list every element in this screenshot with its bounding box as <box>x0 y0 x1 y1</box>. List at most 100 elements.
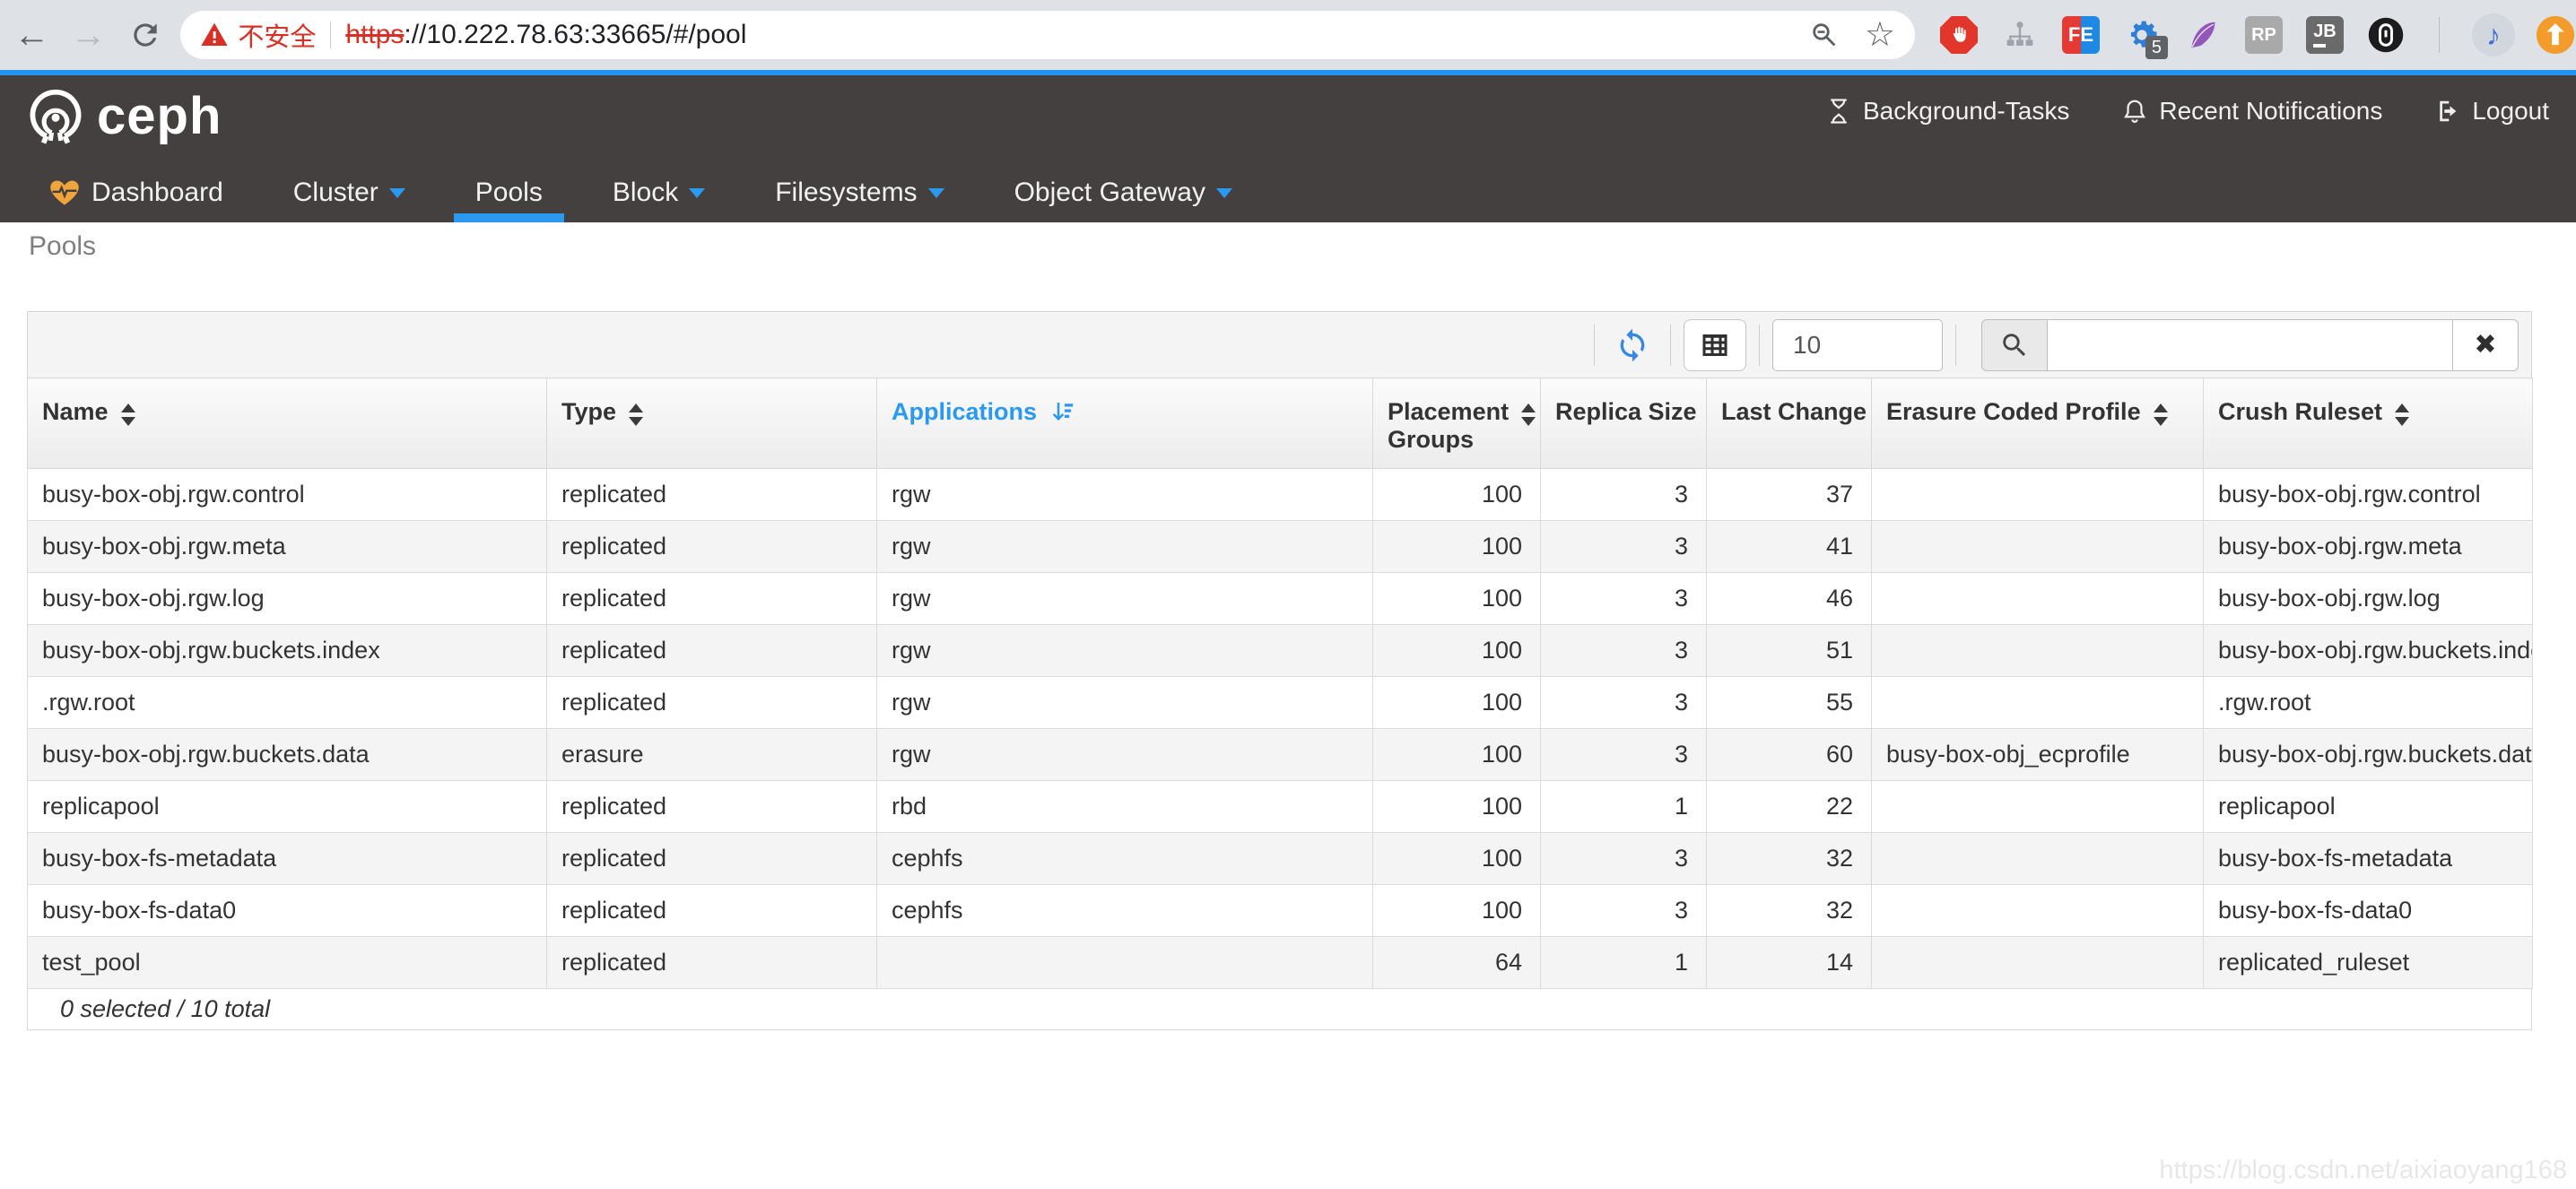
column-header-type[interactable]: Type <box>546 378 877 469</box>
column-label: Type <box>561 398 617 425</box>
heartbeat-icon <box>48 178 81 207</box>
link-recent-notifications[interactable]: Recent Notifications <box>2121 97 2382 126</box>
nav-item-filesystems[interactable]: Filesystems <box>753 163 965 222</box>
nav-item-object-gateway[interactable]: Object Gateway <box>993 163 1254 222</box>
cell-type: replicated <box>546 520 877 573</box>
table-row[interactable]: busy-box-obj.rgw.buckets.data erasure rgw 1… <box>27 728 2533 781</box>
table-header-row: Name Type Applications Placement Groups Repl… <box>27 378 2533 469</box>
nav-item-dashboard[interactable]: Dashboard <box>27 163 245 222</box>
cell-last-change: 14 <box>1706 936 1872 989</box>
cell-name: busy-box-fs-data0 <box>27 884 547 937</box>
page-size-input[interactable] <box>1772 318 1943 371</box>
cell-erasure-coded-profile <box>1871 676 2204 729</box>
cell-name: busy-box-obj.rgw.buckets.data <box>27 728 547 781</box>
cell-replica-size: 3 <box>1540 728 1707 781</box>
cell-name: busy-box-fs-metadata <box>27 832 547 885</box>
cell-crush-ruleset: busy-box-obj.rgw.buckets.index <box>2203 624 2533 677</box>
table-row[interactable]: replicapool replicated rbd 100 1 22 replicapoo… <box>27 780 2533 833</box>
columns-button[interactable] <box>1684 318 1746 371</box>
browser-chrome: ← → 不安全 https://10.222.78.63:33665/#/poo… <box>0 0 2576 70</box>
selection-summary: 0 selected / 10 total <box>60 995 271 1022</box>
password-manager-extension-icon[interactable] <box>2365 14 2406 56</box>
update-button[interactable] <box>2535 14 2576 56</box>
cell-last-change: 51 <box>1706 624 1872 677</box>
search-group: ✖ <box>1981 318 2519 371</box>
profile-avatar[interactable]: ♪ <box>2471 13 2515 56</box>
cell-erasure-coded-profile <box>1871 520 2204 573</box>
column-header-applications[interactable]: Applications <box>876 378 1373 469</box>
cell-replica-size: 3 <box>1540 520 1707 573</box>
cell-name: busy-box-obj.rgw.log <box>27 572 547 625</box>
cell-applications: rgw <box>876 468 1373 521</box>
fe-extension-icon[interactable]: FE <box>2060 14 2102 56</box>
cell-crush-ruleset: .rgw.root <box>2203 676 2533 729</box>
column-label: Crush Ruleset <box>2218 398 2383 425</box>
column-header-name[interactable]: Name <box>27 378 547 469</box>
sitemap-extension-icon[interactable] <box>1999 14 2041 56</box>
cell-type: replicated <box>546 832 877 885</box>
adblock-extension-icon[interactable] <box>1938 14 1980 56</box>
cell-crush-ruleset: replicapool <box>2203 780 2533 833</box>
ceph-logo-icon <box>30 89 82 144</box>
cell-replica-size: 3 <box>1540 884 1707 937</box>
column-header-last-change[interactable]: Last Change <box>1706 378 1872 469</box>
cell-name: test_pool <box>27 936 547 989</box>
search-addon <box>1981 318 2047 371</box>
column-header-erasure-coded-profile[interactable]: Erasure Coded Profile <box>1871 378 2204 469</box>
cell-applications: rbd <box>876 780 1373 833</box>
cell-erasure-coded-profile <box>1871 884 2204 937</box>
cell-name: busy-box-obj.rgw.meta <box>27 520 547 573</box>
breadcrumb: Pools <box>29 231 97 261</box>
table-row[interactable]: busy-box-obj.rgw.meta replicated rgw 100 3 41… <box>27 520 2533 573</box>
nav-item-block[interactable]: Block <box>591 163 727 222</box>
column-header-replica-size[interactable]: Replica Size <box>1540 378 1707 469</box>
chevron-down-icon <box>388 187 405 198</box>
refresh-button[interactable] <box>1607 327 1658 363</box>
search-input[interactable] <box>2047 318 2452 371</box>
cell-type: replicated <box>546 676 877 729</box>
bookmark-star-icon[interactable]: ☆ <box>1864 16 1895 54</box>
active-tab-underline <box>453 213 564 222</box>
table-row[interactable]: test_pool replicated 64 1 14 replicated_rules… <box>27 936 2533 989</box>
ceph-navbar: ceph Background-Tasks Recent Notification… <box>0 75 2576 222</box>
zoom-out-icon[interactable] <box>1809 20 1840 50</box>
search-icon <box>2003 333 2026 356</box>
ceph-logo[interactable]: ceph <box>27 86 222 146</box>
browser-forward-button[interactable]: → <box>70 14 107 55</box>
toolbar-divider <box>1594 324 1595 366</box>
url-rest: ://10.222.78.63:33665/#/pool <box>404 20 747 49</box>
url-bar[interactable]: 不安全 https://10.222.78.63:33665/#/pool ☆ <box>180 11 1915 59</box>
sort-icon <box>2153 404 2168 426</box>
table-row[interactable]: busy-box-obj.rgw.buckets.index replicated… <box>27 624 2533 677</box>
url-separator <box>330 22 332 48</box>
toolbar-divider <box>1955 324 1956 366</box>
table-row[interactable]: .rgw.root replicated rgw 100 3 55 .rgw.root <box>27 676 2533 729</box>
nav-item-pools[interactable]: Pools <box>453 163 564 222</box>
table-row[interactable]: busy-box-fs-data0 replicated cephfs 100 3 32 b… <box>27 884 2533 937</box>
table-body: busy-box-obj.rgw.control replicated rgw 100… <box>27 468 2533 989</box>
gear-extension-icon[interactable]: 5 <box>2121 14 2168 59</box>
jb-extension-icon[interactable]: JB <box>2304 14 2345 56</box>
quill-extension-icon[interactable] <box>2182 14 2224 56</box>
search-clear-button[interactable]: ✖ <box>2452 318 2519 371</box>
link-background-tasks[interactable]: Background-Tasks <box>1825 97 2069 126</box>
cell-crush-ruleset: replicated_ruleset <box>2203 936 2533 989</box>
rp-extension-icon[interactable]: RP <box>2243 14 2284 56</box>
table-row[interactable]: busy-box-fs-metadata replicated cephfs 100 3… <box>27 832 2533 885</box>
table-row[interactable]: busy-box-obj.rgw.log replicated rgw 100 3 46 b… <box>27 572 2533 625</box>
table-row[interactable]: busy-box-obj.rgw.control replicated rgw 100… <box>27 468 2533 521</box>
cell-erasure-coded-profile <box>1871 780 2204 833</box>
browser-reload-button[interactable] <box>120 10 170 60</box>
nav-item-label: Filesystems <box>775 178 918 207</box>
cell-replica-size: 1 <box>1540 936 1707 989</box>
nav-item-cluster[interactable]: Cluster <box>272 163 427 222</box>
column-header-placement-groups[interactable]: Placement Groups <box>1372 378 1541 469</box>
browser-back-button[interactable]: ← <box>13 14 50 55</box>
column-label: Replica Size <box>1555 398 1697 425</box>
logout-icon <box>2434 98 2461 125</box>
extension-badge: 5 <box>2145 36 2168 59</box>
link-logout[interactable]: Logout <box>2434 97 2549 126</box>
column-header-crush-ruleset[interactable]: Crush Ruleset <box>2203 378 2533 469</box>
top-accent-bar <box>0 70 2576 75</box>
